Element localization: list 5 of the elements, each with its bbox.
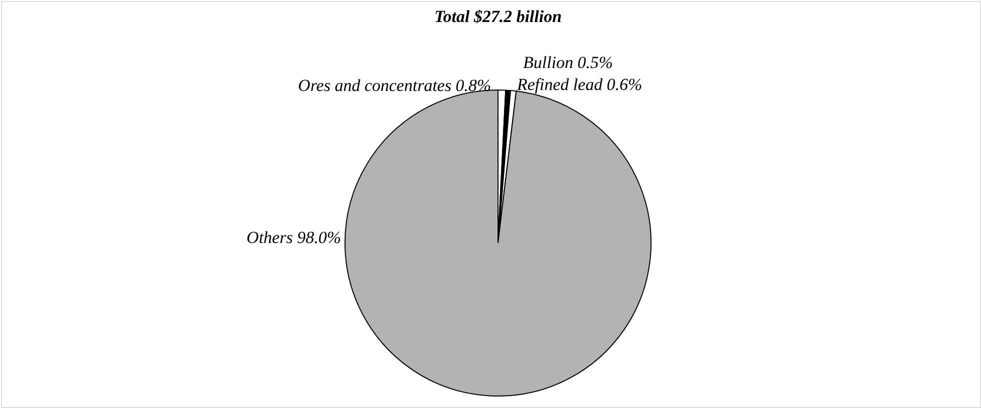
slice-label: Refined lead 0.6%: [516, 75, 642, 94]
chart-title: Total $27.2 billion: [434, 7, 562, 26]
slice-label: Others 98.0%: [246, 228, 341, 247]
slice-label: Bullion 0.5%: [523, 53, 613, 72]
slice-label: Ores and concentrates 0.8%: [298, 76, 491, 95]
